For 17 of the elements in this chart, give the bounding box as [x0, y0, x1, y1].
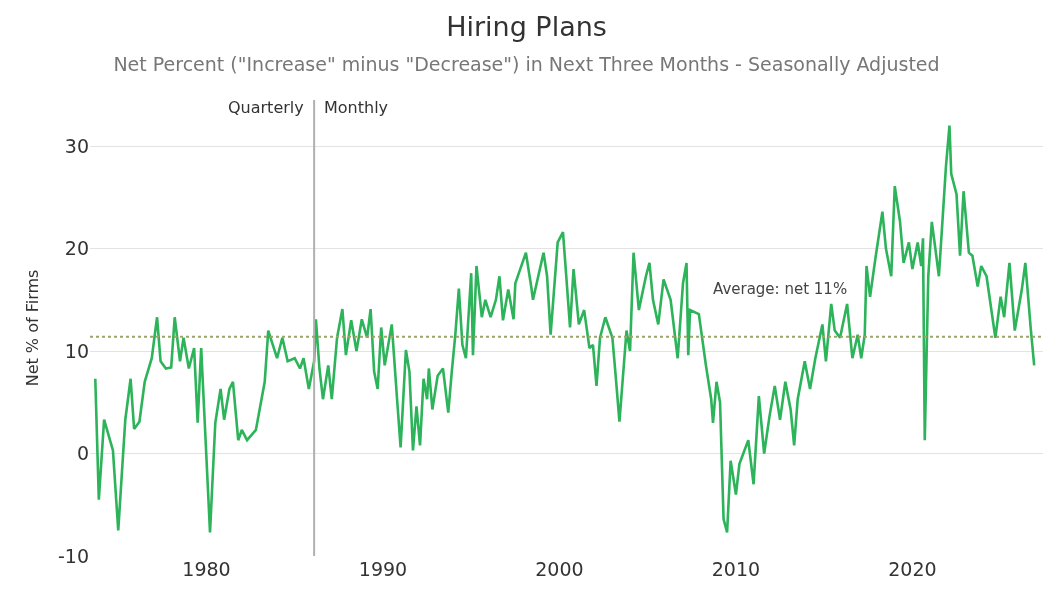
chart-subtitle: Net Percent ("Increase" minus "Decrease") in Next Three Months - Seasonally Adjusted	[113, 53, 940, 76]
y-tick-label: 20	[64, 237, 89, 260]
annotation: Quarterly	[228, 98, 304, 117]
annotation: Monthly	[324, 98, 389, 117]
x-tick-label: 2000	[535, 558, 584, 580]
x-tick-label: 1990	[358, 558, 408, 580]
y-axis-title: Net % of Firms	[22, 269, 42, 387]
ref-line-label: Average: net 11%	[713, 280, 848, 298]
line-series	[93, 124, 1036, 534]
chart-title: Hiring Plans	[446, 11, 607, 43]
y-tick-label: -10	[57, 544, 89, 567]
y-tick-label: 0	[76, 442, 89, 465]
y-tick-label: 30	[64, 134, 89, 157]
x-tick-label: 2020	[888, 558, 937, 580]
x-tick-label: 1980	[182, 558, 231, 580]
y-tick-label: 10	[64, 339, 89, 362]
x-tick-label: 2010	[711, 558, 761, 580]
